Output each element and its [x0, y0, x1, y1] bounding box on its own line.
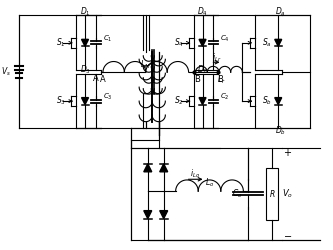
Text: $i_{Lo}$: $i_{Lo}$ — [190, 167, 201, 179]
Text: $V_o$: $V_o$ — [282, 188, 293, 200]
Polygon shape — [199, 98, 206, 104]
Text: $D_a$: $D_a$ — [275, 5, 286, 18]
Text: $-$: $-$ — [283, 230, 292, 239]
Polygon shape — [82, 39, 89, 46]
Text: $C_3$: $C_3$ — [103, 92, 113, 102]
Text: $D_1$: $D_1$ — [80, 5, 90, 18]
Text: B: B — [217, 75, 223, 84]
Text: $C_2$: $C_2$ — [220, 92, 230, 102]
Text: $S_4$: $S_4$ — [174, 36, 183, 49]
Text: $S_a$: $S_a$ — [262, 36, 272, 49]
Polygon shape — [199, 39, 206, 46]
Polygon shape — [144, 164, 152, 172]
Polygon shape — [275, 98, 282, 104]
Text: $D_2$: $D_2$ — [197, 64, 208, 76]
Polygon shape — [82, 98, 89, 104]
Text: $S_b$: $S_b$ — [262, 95, 272, 107]
Text: A: A — [93, 74, 99, 83]
Text: $i_{Lr}$: $i_{Lr}$ — [212, 51, 221, 64]
Text: $S_1$: $S_1$ — [56, 36, 66, 49]
Text: $L_o$: $L_o$ — [205, 176, 214, 188]
Polygon shape — [275, 39, 282, 46]
Bar — [266, 168, 278, 220]
Text: $L_M$: $L_M$ — [141, 58, 151, 70]
Text: $L_r$: $L_r$ — [216, 74, 225, 86]
Text: A: A — [100, 75, 106, 84]
Text: $S_2$: $S_2$ — [174, 95, 183, 107]
Polygon shape — [160, 211, 168, 218]
Text: $C_o$: $C_o$ — [232, 188, 242, 200]
Text: +: + — [283, 148, 291, 158]
Polygon shape — [160, 164, 168, 172]
Text: $D_3$: $D_3$ — [80, 64, 91, 76]
Text: $D_b$: $D_b$ — [275, 125, 286, 137]
Polygon shape — [144, 211, 152, 218]
Text: $D_4$: $D_4$ — [197, 5, 208, 18]
Text: $C_4$: $C_4$ — [220, 34, 230, 44]
Text: $S_3$: $S_3$ — [56, 95, 66, 107]
Text: $R$: $R$ — [269, 188, 275, 199]
Text: B: B — [194, 75, 200, 84]
Text: $C_1$: $C_1$ — [103, 34, 113, 44]
Text: $V_s$: $V_s$ — [1, 66, 11, 78]
